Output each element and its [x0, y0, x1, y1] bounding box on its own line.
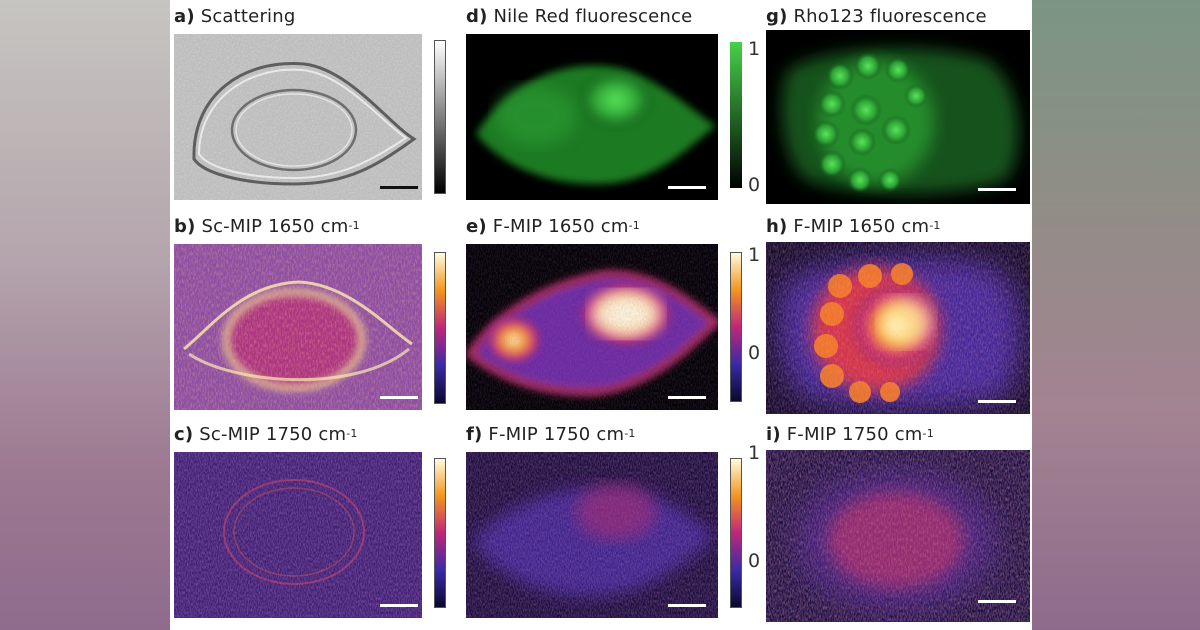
panel-f-label: f) F-MIP 1750 cm-1: [466, 424, 636, 445]
panel-c-unit: -1: [346, 427, 358, 440]
panel-i-label: i) F-MIP 1750 cm-1: [766, 424, 934, 445]
grayscale-colorbar: [434, 40, 446, 194]
fire-colorbar-e-min: 0: [748, 342, 761, 364]
fire-colorbar-c: [434, 458, 446, 608]
panel-e-unit: -1: [628, 219, 640, 232]
scale-bar: [978, 600, 1016, 603]
scale-bar: [380, 186, 418, 189]
panel-b-label: b) Sc-MIP 1650 cm-1: [174, 216, 360, 237]
panel-i-title: F-MIP 1750 cm: [786, 424, 923, 445]
panel-a-title: Scattering: [200, 6, 296, 27]
panel-f-unit: -1: [624, 427, 636, 440]
panel-c-letter: c): [174, 424, 194, 445]
panel-a-label: a) Scattering: [174, 6, 295, 27]
panel-g-label: g) Rho123 fluorescence: [766, 6, 987, 27]
scale-bar: [380, 396, 418, 399]
panel-e-label: e) F-MIP 1650 cm-1: [466, 216, 640, 237]
panel-d-title: Nile Red fluorescence: [493, 6, 693, 27]
sc-mip-1750-image: [174, 452, 422, 618]
fire-colorbar-b: [434, 252, 446, 404]
sc-mip-1650-image: [174, 244, 422, 410]
panel-h-unit: -1: [929, 219, 941, 232]
microscopy-figure: a) Scattering b) Sc-MIP 1650 cm-1: [170, 0, 1032, 630]
panel-g-title: Rho123 fluorescence: [793, 6, 987, 27]
nile-red-fluorescence-image: [466, 34, 718, 200]
panel-h-title: F-MIP 1650 cm: [793, 216, 930, 237]
fire-colorbar-e: [730, 252, 742, 402]
fire-colorbar-f: [730, 458, 742, 608]
scale-bar: [380, 604, 418, 607]
background-left-strip: [0, 0, 170, 630]
fire-colorbar-e-max: 1: [748, 244, 761, 266]
panel-h-label: h) F-MIP 1650 cm-1: [766, 216, 941, 237]
panel-i-letter: i): [766, 424, 781, 445]
panel-e-title: F-MIP 1650 cm: [492, 216, 629, 237]
panel-g-letter: g): [766, 6, 788, 27]
fire-colorbar-f-min: 0: [748, 550, 761, 572]
scattering-image: [174, 34, 422, 200]
panel-b-title: Sc-MIP 1650 cm: [201, 216, 349, 237]
panel-c-label: c) Sc-MIP 1750 cm-1: [174, 424, 358, 445]
panel-f-title: F-MIP 1750 cm: [488, 424, 625, 445]
green-colorbar-min: 0: [748, 174, 761, 196]
panel-b-unit: -1: [348, 219, 360, 232]
panel-i-unit: -1: [922, 427, 934, 440]
panel-c-title: Sc-MIP 1750 cm: [199, 424, 347, 445]
panel-e-letter: e): [466, 216, 487, 237]
panel-a-letter: a): [174, 6, 195, 27]
green-colorbar-max: 1: [748, 38, 761, 60]
f-mip-1750-image-i: [766, 450, 1030, 622]
fire-colorbar-f-max: 1: [748, 442, 761, 464]
f-mip-1750-image-f: [466, 452, 718, 618]
panel-f-letter: f): [466, 424, 483, 445]
f-mip-1650-image-e: [466, 244, 718, 410]
green-colorbar: [730, 42, 742, 188]
panel-d-letter: d): [466, 6, 488, 27]
background-right-strip: [1032, 0, 1200, 630]
panel-h-letter: h): [766, 216, 788, 237]
scale-bar: [668, 396, 706, 399]
f-mip-1650-image-h: [766, 242, 1030, 414]
panel-d-label: d) Nile Red fluorescence: [466, 6, 692, 27]
scale-bar: [978, 400, 1016, 403]
panel-b-letter: b): [174, 216, 196, 237]
scale-bar: [668, 186, 706, 189]
scale-bar: [668, 604, 706, 607]
scale-bar: [978, 188, 1016, 191]
rho123-fluorescence-image: [766, 30, 1030, 204]
